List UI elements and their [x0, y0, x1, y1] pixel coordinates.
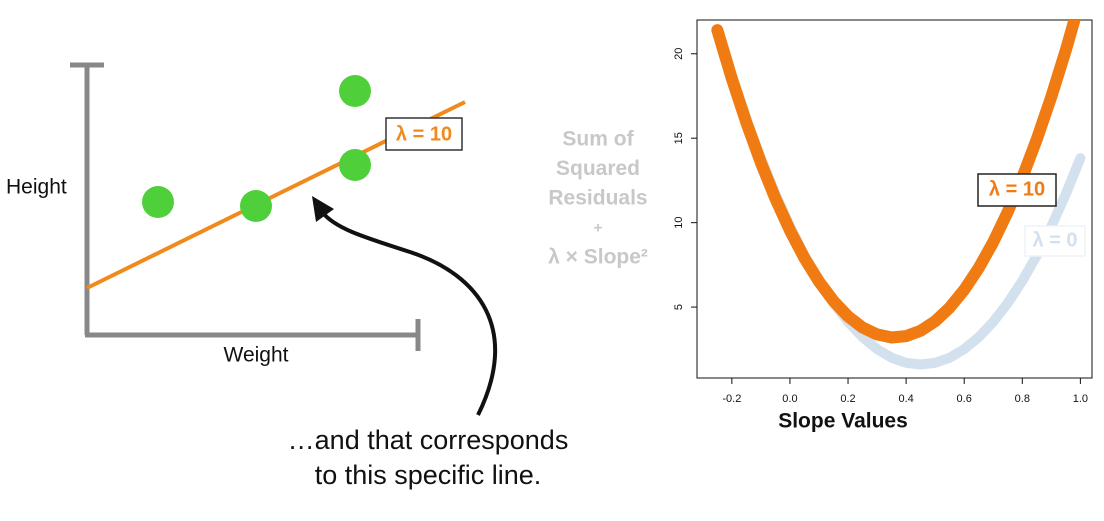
x-tick-label: -0.2: [722, 393, 741, 405]
legend-box: [1024, 225, 1086, 257]
plot-frame: [696, 19, 1093, 379]
point: [339, 149, 371, 181]
curve: [711, 20, 1081, 344]
y-tick-label: 20: [673, 48, 685, 60]
x-label: Weight: [224, 344, 289, 367]
caption: …and that corresponds: [288, 425, 569, 455]
y-axis-title: λ × Slope²: [548, 246, 648, 269]
label-box: [385, 117, 463, 151]
point: [240, 190, 272, 222]
point: [339, 75, 371, 107]
diagram: λ = 10 Height Weight …and that correspon…: [6, 62, 569, 490]
line-label: λ = 10: [396, 123, 452, 145]
y-axis-title: Sum of: [562, 128, 634, 151]
arrow-head: [312, 196, 334, 222]
legend-box: [977, 173, 1057, 207]
x-tick-label: 1.0: [1073, 393, 1088, 405]
x-axis-title: Slope Values: [778, 410, 908, 433]
y-tick-label: 15: [673, 132, 685, 144]
x-tick-label: 0.4: [898, 393, 913, 405]
x-tick-label: 0.0: [782, 393, 797, 405]
x-tick-label: 0.6: [957, 393, 972, 405]
y-label: Height: [6, 176, 67, 199]
y-axis-title: +: [594, 219, 603, 236]
y-axis-title: Squared: [556, 157, 640, 180]
legend-label: λ = 0: [1032, 229, 1077, 251]
y-axis-title: Residuals: [548, 187, 647, 210]
caption: to this specific line.: [315, 460, 542, 490]
x-tick-label: 0.8: [1015, 393, 1030, 405]
legend-label: λ = 10: [989, 178, 1045, 200]
arrow: [320, 210, 497, 416]
y-tick-label: 10: [673, 217, 685, 229]
point: [142, 186, 174, 218]
x-tick-label: 0.2: [840, 393, 855, 405]
y-tick-label: 5: [673, 304, 685, 310]
